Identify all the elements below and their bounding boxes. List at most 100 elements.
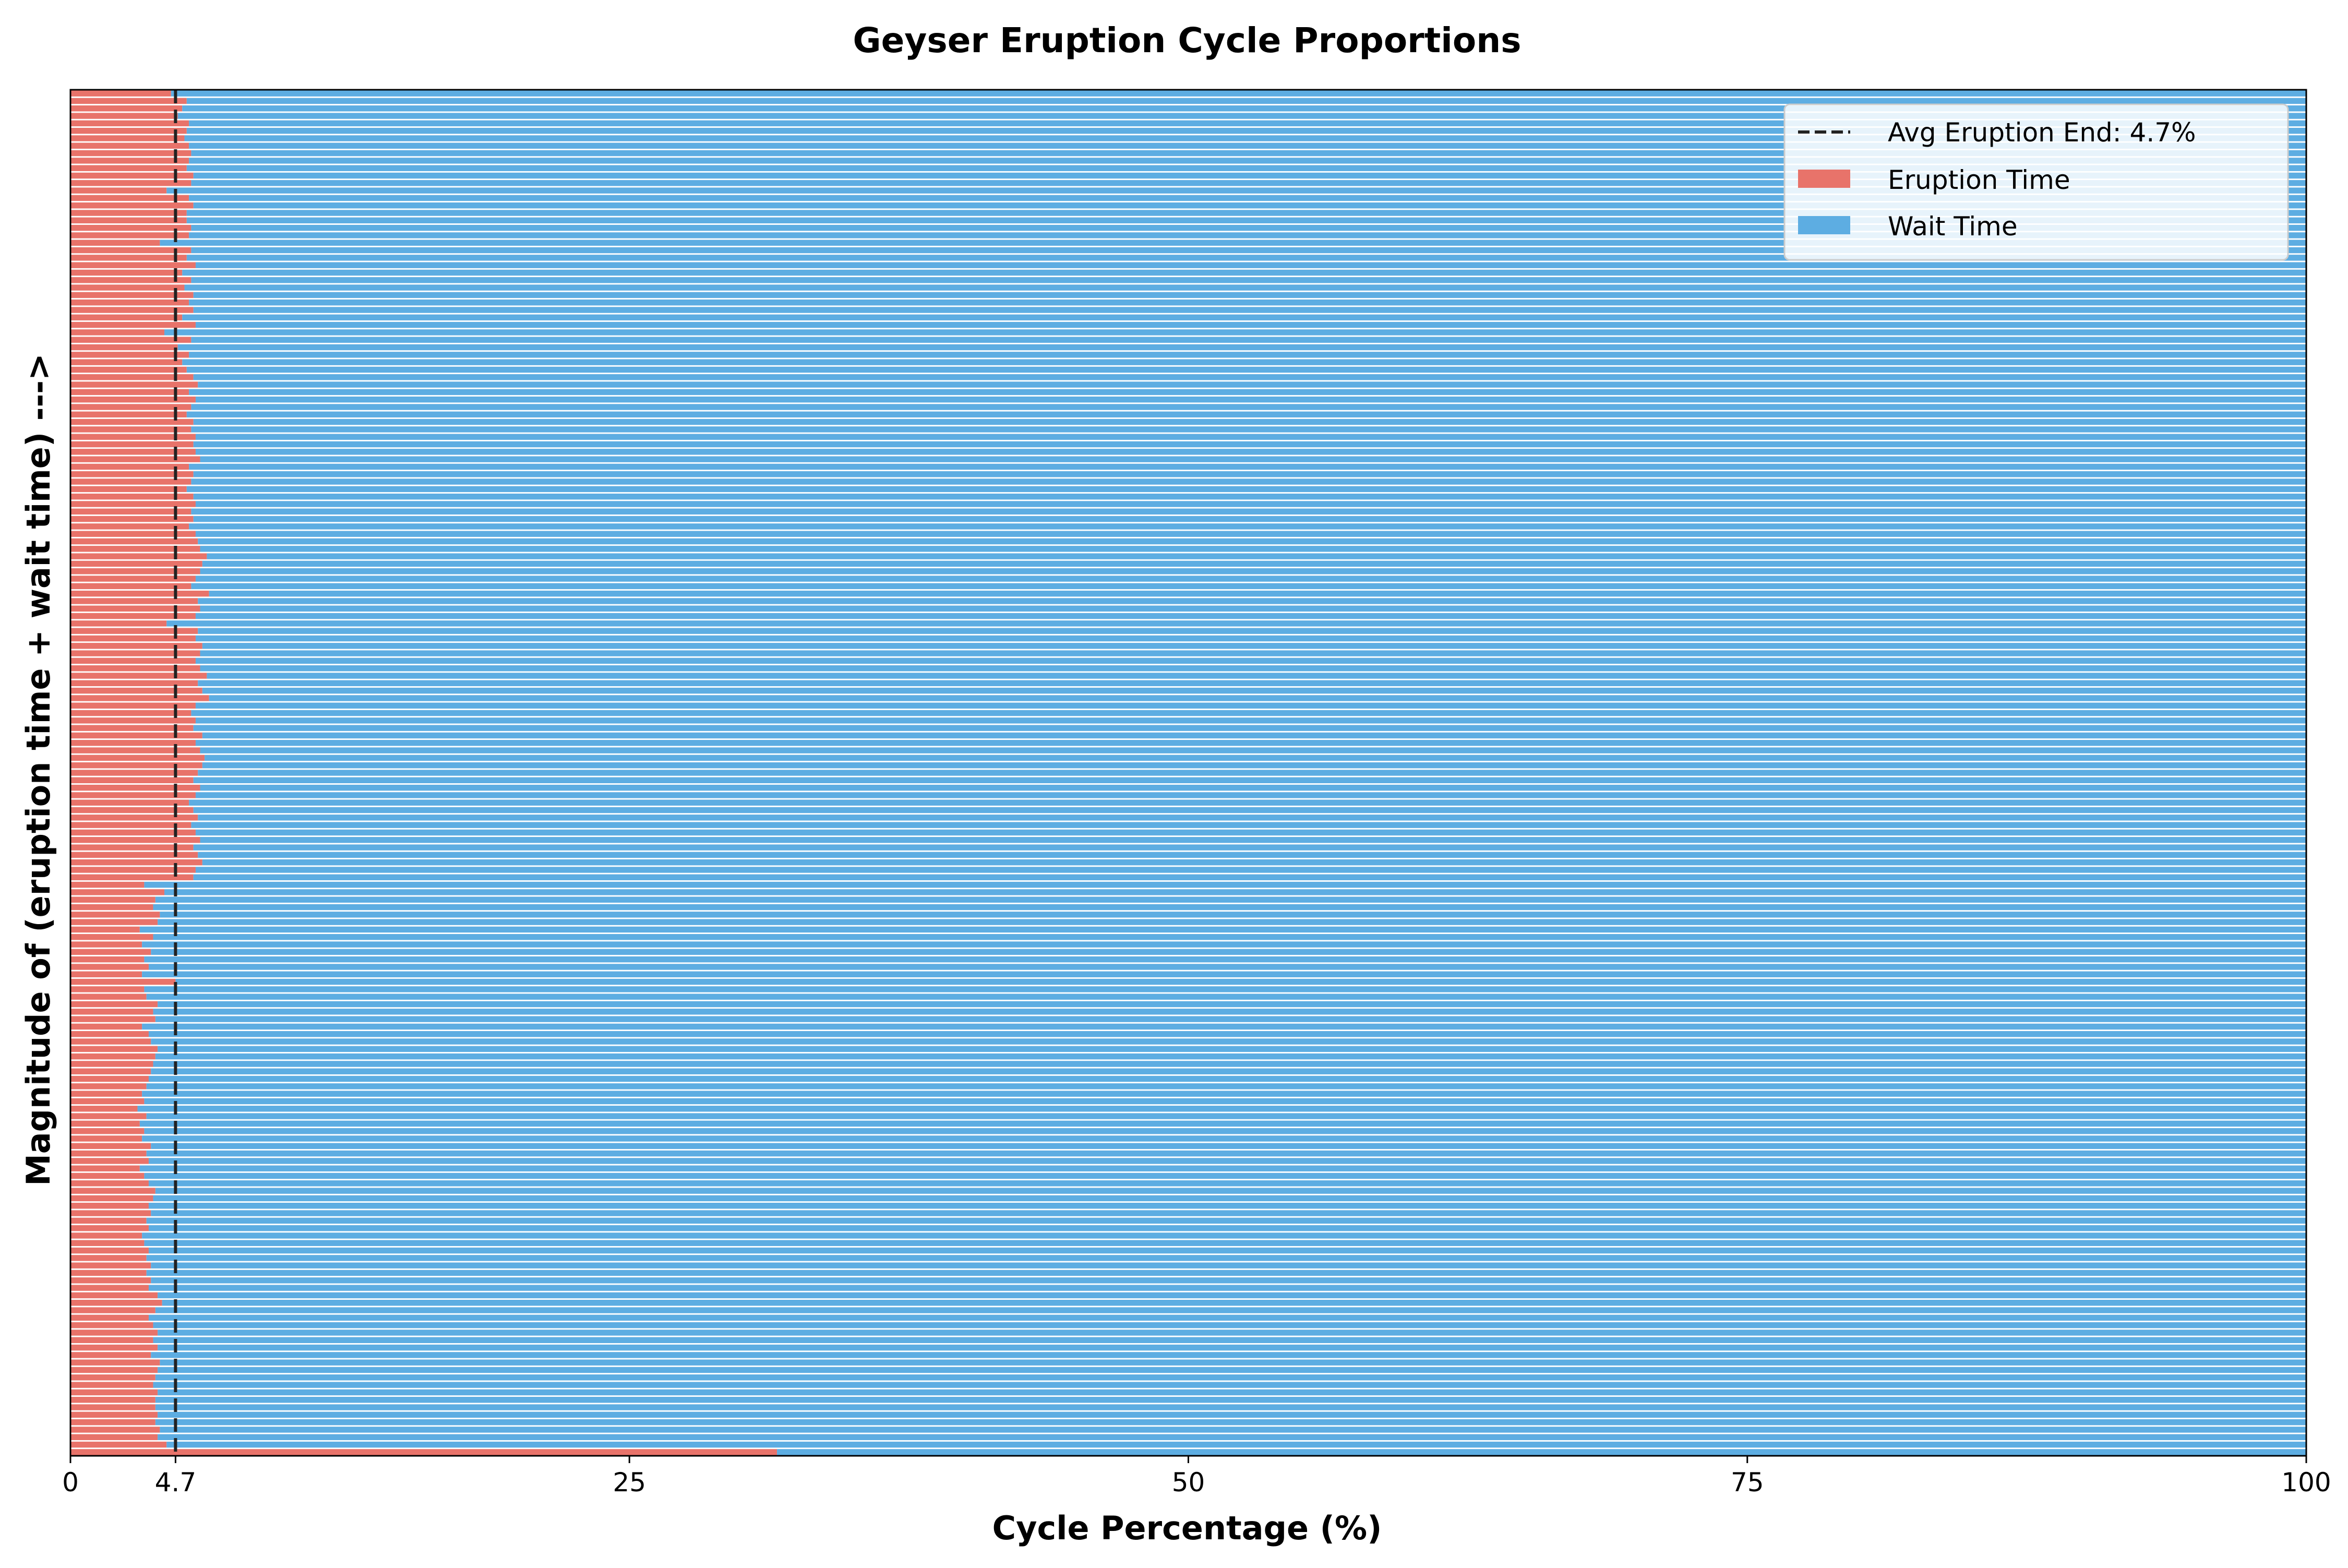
eruption-bar <box>70 127 187 134</box>
eruption-bar <box>70 613 196 619</box>
eruption-bar <box>70 1210 151 1216</box>
eruption-bar <box>70 1120 140 1127</box>
wait-bar <box>155 1307 2306 1313</box>
eruption-bar <box>70 240 160 246</box>
wait-bar <box>151 949 2307 955</box>
wait-bar <box>191 277 2306 283</box>
eruption-bar <box>70 247 191 254</box>
eruption-bar <box>70 994 147 1000</box>
bars-group <box>70 90 2307 1455</box>
eruption-bar <box>70 1352 151 1358</box>
wait-bar <box>207 673 2306 679</box>
eruption-bar <box>70 1009 153 1015</box>
wait-bar <box>200 650 2306 656</box>
x-tick-label: 75 <box>1731 1467 1764 1498</box>
wait-bar <box>166 620 2307 627</box>
wait-bar <box>184 284 2307 291</box>
wait-bar <box>158 1411 2306 1418</box>
eruption-bar <box>70 158 189 164</box>
eruption-bar <box>70 471 194 477</box>
eruption-bar <box>70 978 176 985</box>
eruption-bar <box>70 941 142 948</box>
wait-bar <box>195 434 2307 440</box>
eruption-bar <box>70 650 200 656</box>
wait-bar <box>148 1180 2306 1187</box>
x-tick-label: 50 <box>1172 1467 1205 1498</box>
eruption-bar <box>70 762 202 769</box>
eruption-bar <box>70 321 196 328</box>
wait-bar <box>142 1232 2306 1239</box>
wait-bar <box>195 501 2307 507</box>
eruption-bar <box>70 217 187 224</box>
wait-bar <box>195 635 2307 642</box>
wait-bar <box>139 1165 2307 1171</box>
eruption-bar <box>70 844 194 851</box>
wait-bar <box>202 859 2307 866</box>
wait-bar <box>189 389 2307 396</box>
wait-bar <box>209 590 2307 597</box>
eruption-bar <box>70 135 185 141</box>
eruption-bar <box>70 90 171 97</box>
wait-bar <box>191 150 2306 157</box>
wait-bar <box>151 1277 2307 1284</box>
wait-bar <box>146 1150 2307 1157</box>
eruption-bar <box>70 366 187 373</box>
wait-bar <box>148 1314 2306 1321</box>
eruption-bar <box>70 434 196 440</box>
eruption-bar <box>70 150 191 157</box>
wait-bar <box>146 1113 2307 1119</box>
eruption-bar <box>70 1217 147 1224</box>
eruption-bar <box>70 1075 149 1082</box>
wait-bar <box>193 202 2306 209</box>
eruption-bar <box>70 657 196 664</box>
wait-bar <box>189 523 2307 530</box>
wait-bar <box>155 1053 2306 1060</box>
eruption-bar <box>70 702 196 709</box>
eruption-bar <box>70 1172 145 1179</box>
eruption-bar <box>70 463 189 470</box>
eruption-bar <box>70 172 194 179</box>
eruption-bar <box>70 1106 138 1112</box>
wait-bar <box>186 165 2306 171</box>
wait-bar <box>155 1374 2306 1381</box>
eruption-bar <box>70 1270 147 1276</box>
eruption-bar <box>70 889 164 895</box>
wait-bar <box>195 867 2307 873</box>
wait-bar <box>144 1098 2307 1105</box>
eruption-bar <box>70 1374 155 1381</box>
wait-bar <box>193 172 2306 179</box>
wait-bar <box>198 815 2306 821</box>
wait-bar <box>193 307 2306 313</box>
eruption-bar <box>70 576 196 582</box>
wait-bar <box>193 807 2306 813</box>
wait-bar <box>151 1143 2307 1150</box>
legend-swatch-eruption <box>1798 170 1850 188</box>
wait-bar <box>193 292 2306 298</box>
wait-bar <box>202 560 2307 567</box>
eruption-bar <box>70 710 191 716</box>
wait-bar <box>155 896 2306 903</box>
eruption-bar <box>70 232 189 238</box>
eruption-bar <box>70 493 194 500</box>
wait-bar <box>202 687 2307 694</box>
wait-bar <box>193 516 2306 522</box>
wait-bar <box>191 247 2306 254</box>
legend-frame <box>1783 103 2289 261</box>
eruption-bar <box>70 120 189 127</box>
wait-bar <box>186 98 2306 104</box>
eruption-bar <box>70 165 187 171</box>
eruption-bar <box>70 740 196 746</box>
eruption-bar <box>70 1158 149 1164</box>
wait-bar <box>193 418 2306 425</box>
eruption-bar <box>70 695 209 701</box>
eruption-bar <box>70 1255 147 1261</box>
eruption-bar <box>70 859 202 866</box>
eruption-bar <box>70 1001 158 1008</box>
eruption-bar <box>70 411 187 418</box>
wait-bar <box>189 195 2307 201</box>
wait-bar <box>148 964 2306 970</box>
wait-bar <box>189 299 2307 306</box>
eruption-bar <box>70 142 189 149</box>
eruption-bar <box>70 1367 158 1373</box>
